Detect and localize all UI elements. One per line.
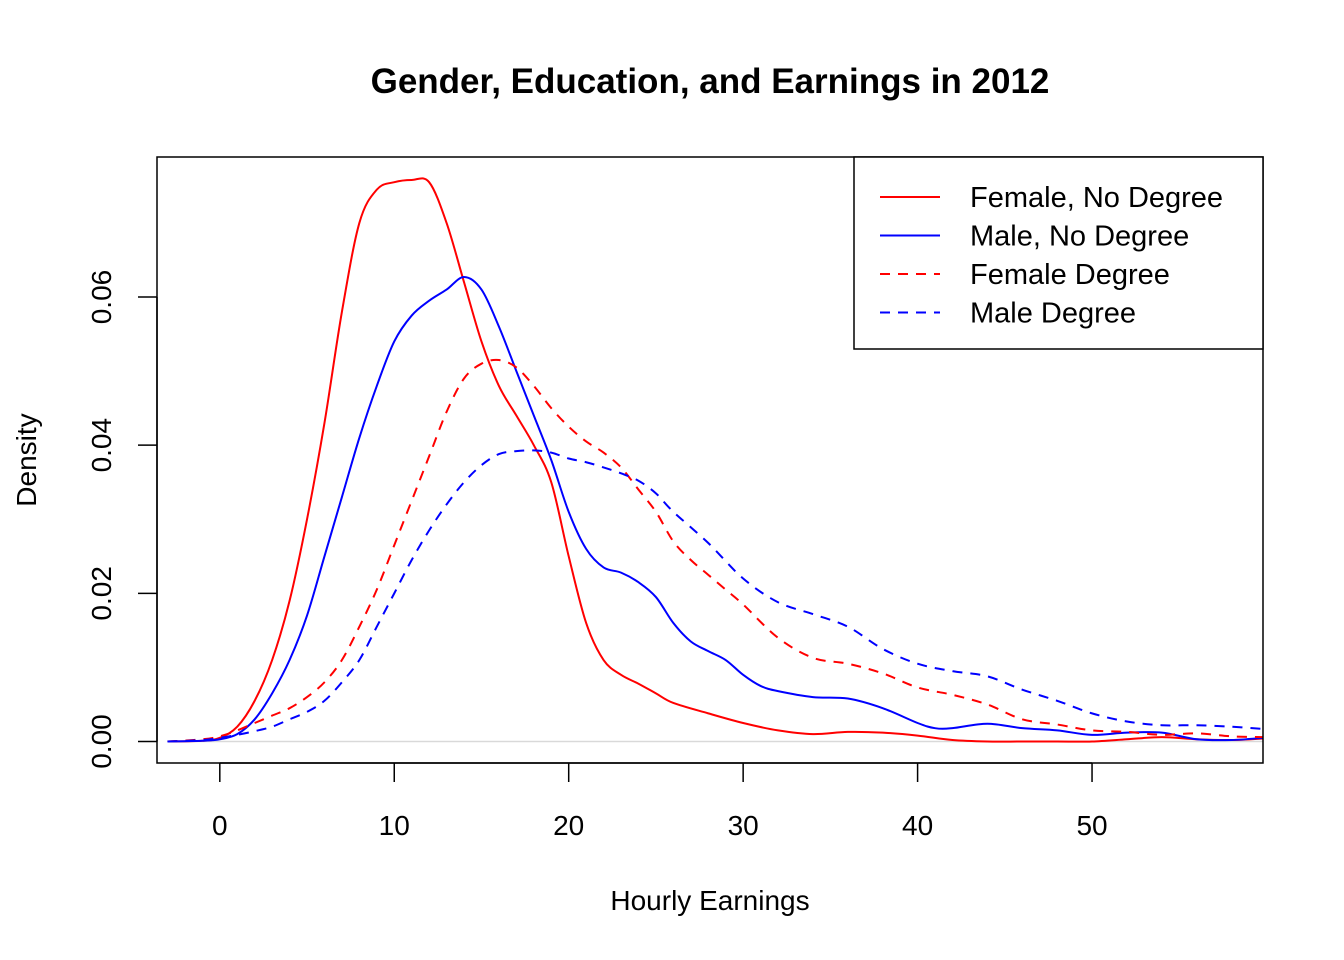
series-line (167, 276, 1263, 743)
y-tick-label: 0.06 (86, 270, 117, 325)
series-layer (167, 177, 1263, 743)
y-tick-label: 0.04 (86, 418, 117, 473)
legend-label: Male Degree (970, 298, 1136, 330)
y-tick-label: 0.02 (86, 566, 117, 621)
x-tick-label: 40 (902, 810, 933, 841)
legend: Female, No Degree Male, No Degree Female D… (853, 156, 1264, 350)
x-tick-label: 10 (379, 810, 410, 841)
y-axis-label: Density (11, 413, 42, 506)
chart-title: Gender, Education, and Earnings in 2012 (371, 62, 1050, 101)
x-tick-label: 0 (212, 810, 228, 841)
series-line (167, 449, 1263, 743)
x-tick-label: 20 (553, 810, 584, 841)
legend-label: Male, No Degree (970, 221, 1189, 253)
x-axis-label: Hourly Earnings (610, 885, 809, 916)
y-tick-label: 0.00 (86, 714, 117, 769)
legend-label: Female Degree (970, 259, 1170, 291)
x-tick-label: 30 (728, 810, 759, 841)
x-tick-label: 50 (1076, 810, 1107, 841)
legend-box (853, 156, 1264, 350)
legend-label: Female, No Degree (970, 182, 1223, 214)
x-axis: 0 10 20 30 40 50 (212, 762, 1108, 841)
y-axis: 0.00 0.02 0.04 0.06 (86, 270, 158, 769)
series-line (167, 358, 1263, 743)
series-line (167, 177, 1263, 743)
